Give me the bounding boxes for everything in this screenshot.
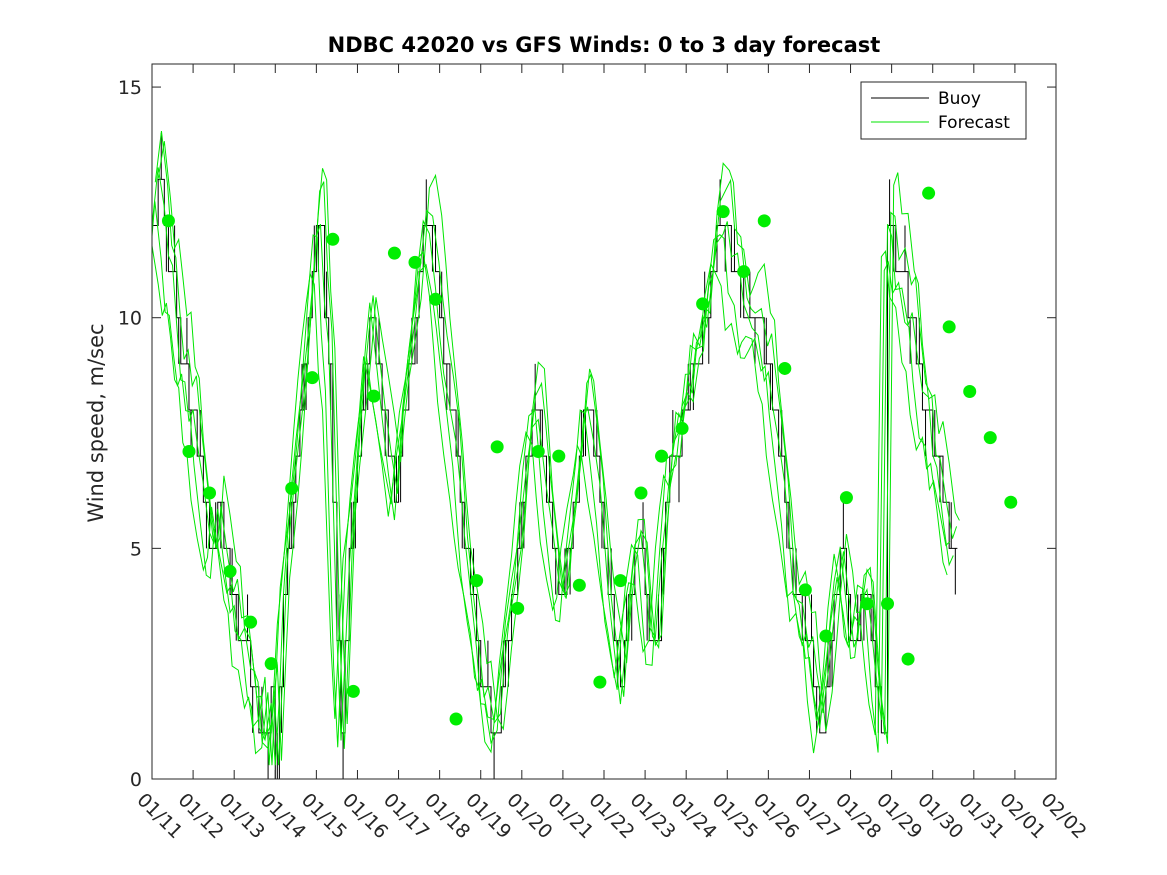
x-tick-label: 01/30 — [913, 789, 967, 843]
forecast-point — [531, 444, 545, 458]
forecast-point — [613, 574, 627, 588]
forecast-point — [860, 597, 874, 611]
forecast-point — [387, 246, 401, 260]
x-tick-label: 01/15 — [297, 789, 351, 843]
forecast-point — [244, 615, 258, 629]
forecast-run-line — [151, 167, 954, 766]
x-tick-label: 01/24 — [667, 789, 721, 843]
forecast-point — [264, 657, 278, 671]
legend-buoy-label: Buoy — [938, 89, 981, 109]
legend: Buoy Forecast — [860, 81, 1027, 140]
x-tick-label: 01/12 — [174, 789, 228, 843]
forecast-point — [839, 491, 853, 505]
x-tick-label: 02/02 — [1036, 789, 1090, 843]
forecast-point — [675, 421, 689, 435]
forecast-point — [490, 440, 504, 454]
forecast-point — [305, 371, 319, 385]
forecast-point — [429, 292, 443, 306]
forecast-point — [716, 205, 730, 219]
chart-title: NDBC 42020 vs GFS Winds: 0 to 3 day fore… — [328, 33, 881, 57]
plot-area — [151, 63, 1057, 780]
forecast-point — [285, 481, 299, 495]
x-tick-label: 01/27 — [790, 789, 844, 843]
x-tick-label: 02/01 — [995, 789, 1049, 843]
x-tick-label: 01/14 — [256, 789, 310, 843]
forecast-points — [161, 186, 1018, 726]
x-tick-label: 01/21 — [543, 789, 597, 843]
x-tick-label: 01/13 — [215, 789, 269, 843]
forecast-point — [367, 389, 381, 403]
x-tick-label: 01/25 — [708, 789, 762, 843]
y-tick-label: 10 — [118, 308, 142, 330]
forecast-run-line — [154, 130, 958, 766]
x-tick-label: 01/18 — [420, 789, 474, 843]
x-tick-label: 01/19 — [461, 789, 515, 843]
forecast-point — [737, 265, 751, 279]
x-tick-label: 01/28 — [831, 789, 885, 843]
forecast-point — [942, 320, 956, 334]
forecast-point — [696, 297, 710, 311]
x-tick-label: 01/20 — [502, 789, 556, 843]
forecast-point — [223, 564, 237, 578]
x-tick-label: 01/23 — [626, 789, 680, 843]
y-tick-label: 5 — [130, 538, 142, 560]
forecast-point — [593, 675, 607, 689]
x-tick-label: 01/17 — [379, 789, 433, 843]
forecast-point — [922, 186, 936, 200]
forecast-point — [901, 652, 915, 666]
forecast-point — [511, 601, 525, 615]
y-axis: 0 5 10 15 — [118, 77, 1056, 791]
forecast-run-line — [157, 141, 960, 761]
forecast-point — [203, 486, 217, 500]
forecast-point — [182, 444, 196, 458]
forecast-point — [470, 574, 484, 588]
forecast-point — [326, 232, 340, 246]
forecast-point — [983, 431, 997, 445]
forecast-point — [161, 214, 175, 228]
forecast-point — [881, 597, 895, 611]
forecast-point — [819, 629, 833, 643]
forecast-point — [449, 712, 463, 726]
forecast-point — [1004, 495, 1018, 509]
y-axis-label: Wind speed, m/sec — [84, 323, 108, 522]
forecast-point — [572, 578, 586, 592]
forecast-point — [655, 449, 669, 463]
x-tick-label: 01/16 — [338, 789, 392, 843]
forecast-point — [408, 255, 422, 269]
x-tick-label: 01/11 — [132, 789, 186, 843]
forecast-point — [798, 583, 812, 597]
x-tick-label: 01/26 — [749, 789, 803, 843]
plot-frame — [151, 63, 1057, 780]
forecast-point — [634, 486, 648, 500]
forecast-point — [778, 361, 792, 375]
forecast-point — [963, 385, 977, 399]
y-tick-label: 0 — [130, 769, 142, 791]
legend-forecast-label: Forecast — [938, 113, 1010, 133]
forecast-point — [552, 449, 566, 463]
y-tick-label: 15 — [118, 77, 142, 99]
forecast-point — [757, 214, 771, 228]
forecast-run-line — [151, 245, 948, 766]
forecast-series — [151, 130, 960, 766]
x-tick-label: 01/31 — [954, 789, 1008, 843]
x-tick-label: 01/22 — [584, 789, 638, 843]
forecast-point — [346, 684, 360, 698]
x-tick-label: 01/29 — [872, 789, 926, 843]
legend-box — [860, 81, 1027, 140]
